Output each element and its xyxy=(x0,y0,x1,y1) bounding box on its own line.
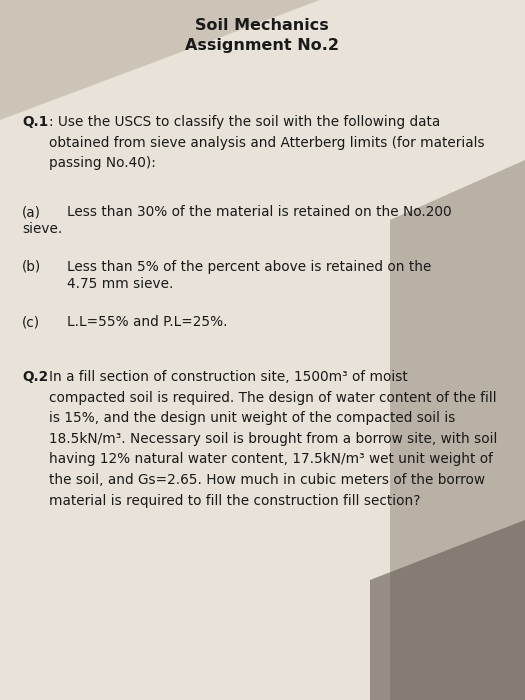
Text: (c): (c) xyxy=(22,315,40,329)
Text: In a fill section of construction site, 1500m³ of moist
compacted soil is requir: In a fill section of construction site, … xyxy=(49,370,497,508)
Polygon shape xyxy=(390,160,525,700)
Text: Soil Mechanics: Soil Mechanics xyxy=(195,18,329,33)
Text: Q.2: Q.2 xyxy=(22,370,48,384)
Text: L.L=55% and P.L=25%.: L.L=55% and P.L=25%. xyxy=(67,315,227,329)
Text: : Use the USCS to classify the soil with the following data
obtained from sieve : : Use the USCS to classify the soil with… xyxy=(49,115,485,170)
Text: Assignment No.2: Assignment No.2 xyxy=(185,38,339,53)
Text: Less than 30% of the material is retained on the No.200: Less than 30% of the material is retaine… xyxy=(67,205,452,219)
Text: 4.75 mm sieve.: 4.75 mm sieve. xyxy=(67,277,173,291)
Polygon shape xyxy=(0,0,320,120)
Text: Less than 5% of the percent above is retained on the: Less than 5% of the percent above is ret… xyxy=(67,260,432,274)
Text: (b): (b) xyxy=(22,260,41,274)
Text: (a): (a) xyxy=(22,205,41,219)
Polygon shape xyxy=(370,520,525,700)
Text: Q.1: Q.1 xyxy=(22,115,48,129)
Text: sieve.: sieve. xyxy=(22,222,62,236)
